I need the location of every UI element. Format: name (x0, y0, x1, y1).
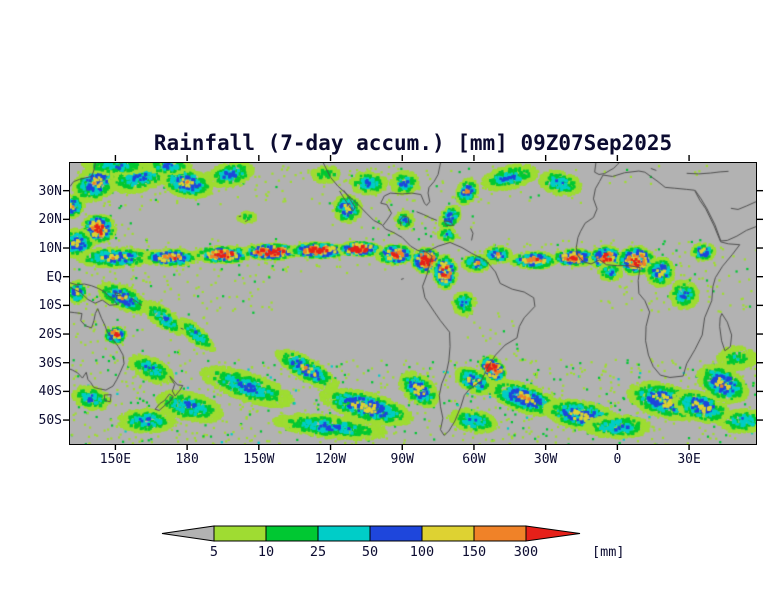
legend-threshold-label: 50 (362, 544, 378, 560)
lat-tick-label: 10S (38, 298, 62, 314)
legend-threshold-label: 100 (410, 544, 434, 560)
legend-threshold-label: 5 (210, 544, 218, 560)
lat-tick-label: 40S (38, 384, 62, 400)
lat-tick-label: 50S (38, 413, 62, 429)
lon-tick-label: 150E (99, 452, 132, 467)
lon-tick-label: 150W (243, 452, 275, 467)
plot-title: Rainfall (7-day accum.) [mm] 09Z07Sep202… (153, 131, 673, 155)
rainfall-map-panel (69, 162, 757, 445)
lon-tick-label: 90W (390, 452, 414, 467)
lon-tick-label: 180 (175, 452, 199, 467)
lon-tick-label: 0 (613, 452, 622, 467)
lon-tick-label: 30E (677, 452, 701, 467)
lat-tick-label: 30S (38, 355, 62, 371)
legend-threshold-label: 150 (462, 544, 486, 560)
lat-tick-label: 20N (38, 212, 62, 228)
lat-tick-label: 30N (38, 183, 62, 199)
legend-svg: 5 10 25 50 100 150 300 [mm] (161, 525, 625, 560)
lon-tick-label: 120W (314, 452, 347, 467)
lat-tick-label: EQ (46, 269, 62, 285)
lat-tick-label: 10N (38, 241, 62, 257)
legend-threshold-label: 300 (514, 544, 538, 560)
color-scale-legend: 5 10 25 50 100 150 300 [mm] (160, 522, 660, 566)
legend-threshold-label: 25 (310, 544, 326, 560)
lat-axis-labels: 30N 20N 10N EQ 10S 20S 30S 40S 50S (18, 163, 62, 444)
lat-tick-label: 20S (38, 327, 62, 343)
lon-tick-label: 30W (533, 452, 558, 467)
lon-tick-label: 60W (462, 452, 486, 467)
legend-threshold-label: 10 (258, 544, 274, 560)
lon-axis-labels: 150E 180 150W 120W 90W 60W 30W 0 30E (70, 452, 756, 470)
legend-units-label: [mm] (592, 544, 625, 560)
rainfall-map-canvas (69, 162, 757, 445)
